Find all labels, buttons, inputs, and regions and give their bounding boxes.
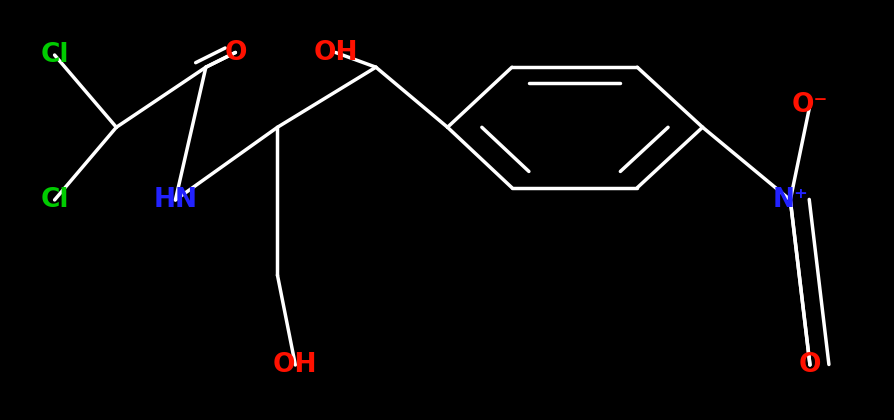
Text: Cl: Cl [40,42,69,68]
Text: HN: HN [153,187,198,213]
Text: O: O [224,39,247,66]
Text: OH: OH [313,39,358,66]
Text: OH: OH [273,352,317,378]
Text: N⁺: N⁺ [772,187,807,213]
Text: O: O [797,352,821,378]
Text: Cl: Cl [40,187,69,213]
Text: O⁻: O⁻ [791,92,827,118]
